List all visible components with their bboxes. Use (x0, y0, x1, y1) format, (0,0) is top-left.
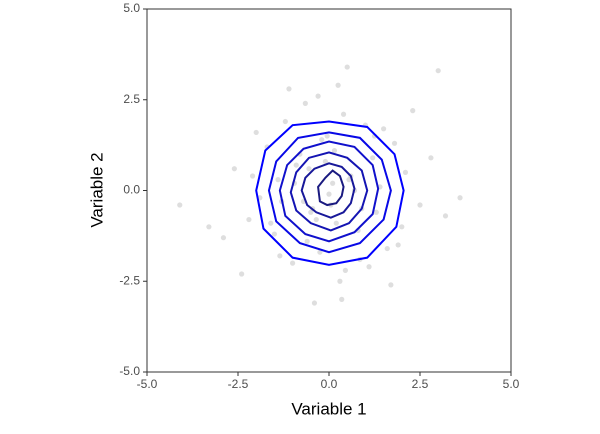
density-contour (317, 169, 345, 207)
point (330, 180, 336, 186)
point (342, 267, 348, 273)
point (319, 137, 325, 143)
point (268, 220, 274, 226)
point (399, 224, 405, 230)
y-tick-label: 5.0 (123, 1, 140, 15)
point (311, 300, 318, 306)
point (317, 249, 323, 255)
point (366, 264, 372, 270)
point (249, 173, 256, 179)
point (231, 166, 237, 172)
y-tick-label: -5.0 (119, 364, 140, 378)
point (326, 191, 332, 197)
point (324, 133, 330, 139)
point (315, 93, 321, 99)
point (373, 209, 379, 215)
point (381, 126, 387, 132)
point (384, 245, 390, 252)
x-tick-label: -5.0 (137, 377, 158, 391)
point (220, 235, 227, 241)
point (239, 271, 245, 277)
point (282, 118, 288, 125)
point (391, 140, 398, 146)
point (333, 220, 339, 226)
x-tick-label: 2.5 (412, 377, 429, 391)
point (388, 282, 394, 288)
point (304, 238, 310, 244)
point (246, 216, 252, 223)
point (339, 296, 345, 302)
density-contour (289, 151, 369, 232)
density-contour (300, 162, 356, 219)
x-axis-title: Variable 1 (291, 399, 366, 418)
point (177, 202, 183, 208)
point (335, 82, 341, 88)
point (302, 100, 308, 106)
x-tick-label: 0.0 (321, 377, 338, 391)
point (370, 155, 376, 161)
point (442, 213, 449, 219)
y-axis-title: Variable 2 (87, 152, 106, 227)
density-contour (267, 131, 392, 254)
point (417, 202, 423, 208)
point (275, 177, 281, 183)
point (337, 278, 343, 284)
point (313, 216, 319, 223)
point (322, 158, 328, 165)
y-tick-label: 0.0 (123, 183, 140, 197)
point (277, 253, 283, 259)
point (402, 169, 409, 175)
y-tick-label: -2.5 (119, 273, 140, 287)
plot-frame (146, 8, 512, 373)
point (271, 231, 277, 237)
point (206, 224, 212, 230)
point (346, 177, 352, 183)
x-tick-label: 5.0 (503, 377, 520, 391)
density-contour (255, 120, 405, 266)
point (457, 195, 463, 201)
point (293, 162, 299, 168)
point (435, 68, 441, 74)
point (410, 108, 416, 114)
point (395, 242, 401, 248)
point (331, 147, 338, 154)
density-contour (278, 140, 380, 243)
point (306, 166, 312, 172)
point (290, 260, 296, 266)
point (344, 64, 350, 70)
point (253, 129, 259, 136)
x-tick-label: -2.5 (228, 377, 249, 391)
y-tick-label: 2.5 (123, 92, 140, 106)
point (428, 155, 434, 161)
point (286, 86, 292, 92)
point (340, 111, 347, 117)
